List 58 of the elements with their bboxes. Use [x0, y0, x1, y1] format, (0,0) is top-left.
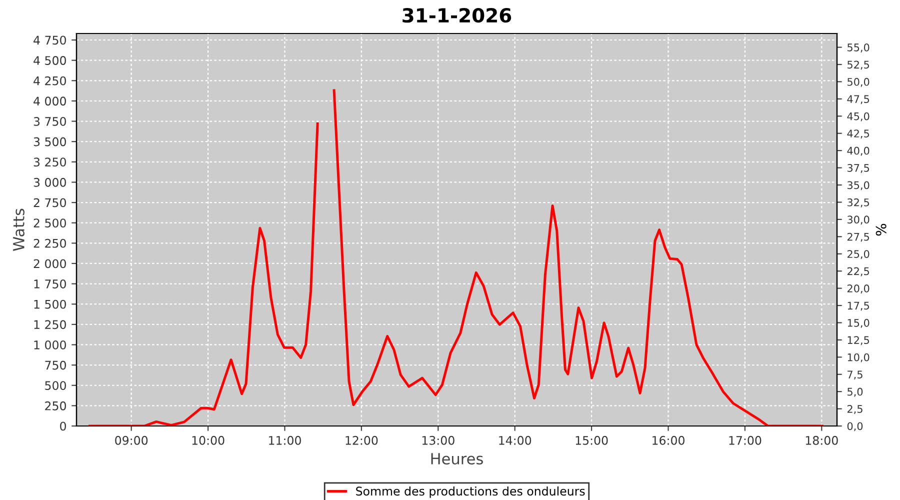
y-tick-label: 1 500: [34, 300, 66, 309]
y-tick-label: 4 250: [34, 76, 66, 86]
y-tick-label: 2 500: [34, 218, 66, 228]
x-tick-label: 16:00: [652, 436, 684, 445]
x-axis-title: Heures: [431, 453, 483, 465]
y2-tick-label: 25,0: [847, 250, 870, 260]
y2-axis-title: %: [876, 224, 886, 236]
x-tick-label: 14:00: [499, 436, 532, 445]
y2-tick-label: 37,5: [848, 164, 870, 173]
y-tick-label: 3 000: [34, 178, 66, 187]
y2-tick-label: 45,0: [847, 112, 870, 122]
y-tick-label: 2 750: [34, 198, 66, 208]
y2-tick-label: 22,5: [847, 267, 870, 276]
y2-tick-label: 20,0: [847, 284, 870, 294]
y-tick-label: 500: [45, 381, 66, 390]
y-tick-label: 1 000: [34, 340, 66, 350]
y-tick-label: 3 250: [34, 158, 66, 167]
y2-tick-label: 30,0: [848, 216, 870, 225]
y2-tick-label: 42,5: [847, 130, 870, 139]
y-tick-label: 4 500: [34, 56, 66, 65]
x-tick-label: 13:00: [422, 436, 454, 445]
y2-tick-label: 17,5: [848, 302, 870, 311]
x-tick-label: 11:00: [269, 436, 301, 445]
y2-tick-label: 2,5: [847, 405, 862, 414]
x-tick-label: 18:00: [806, 436, 838, 445]
x-tick-label: 10:00: [192, 436, 224, 445]
y2-tick-label: 52,5: [848, 60, 870, 70]
y2-tick-label: 50,0: [848, 78, 870, 87]
y-tick-label: 2 000: [34, 259, 66, 268]
y-tick-label: 4 750: [34, 36, 66, 45]
chart-title: 31-1-2026: [402, 8, 512, 23]
y2-tick-label: 7,5: [848, 370, 862, 380]
y-tick-label: 250: [45, 401, 66, 410]
y2-tick-label: 55,0: [848, 44, 870, 52]
x-tick-label: 17:00: [729, 436, 762, 445]
y-tick-label: 2 250: [34, 238, 66, 248]
y-tick-label: 1 250: [34, 320, 66, 330]
x-tick-label: 12:00: [346, 436, 378, 445]
y2-tick-label: 12,5: [848, 336, 870, 346]
y-tick-label: 3 750: [34, 116, 66, 126]
y-tick-label: 4 000: [34, 96, 66, 106]
legend-label: Somme des productions des onduleurs: [356, 486, 585, 498]
y2-tick-label: 10,0: [848, 353, 870, 362]
y2-tick-label: 47,5: [847, 95, 870, 104]
y-tick-label: 750: [45, 360, 66, 370]
y2-tick-label: 0,0: [847, 422, 863, 432]
x-tick-label: 15:00: [576, 436, 608, 445]
y2-tick-label: 15,0: [848, 318, 870, 328]
y2-tick-label: 40,0: [847, 146, 870, 156]
y-tick-label: 3 500: [34, 137, 66, 146]
y-axis-title: Watts: [13, 208, 24, 251]
x-tick-label: 09:00: [115, 436, 148, 445]
y2-tick-label: 5,0: [848, 388, 863, 397]
y2-tick-label: 35,0: [848, 181, 870, 190]
y2-tick-label: 32,5: [848, 198, 870, 208]
y-tick-label: 0: [60, 422, 66, 431]
y-tick-label: 1 750: [34, 280, 66, 288]
y2-tick-label: 27,5: [847, 232, 870, 242]
